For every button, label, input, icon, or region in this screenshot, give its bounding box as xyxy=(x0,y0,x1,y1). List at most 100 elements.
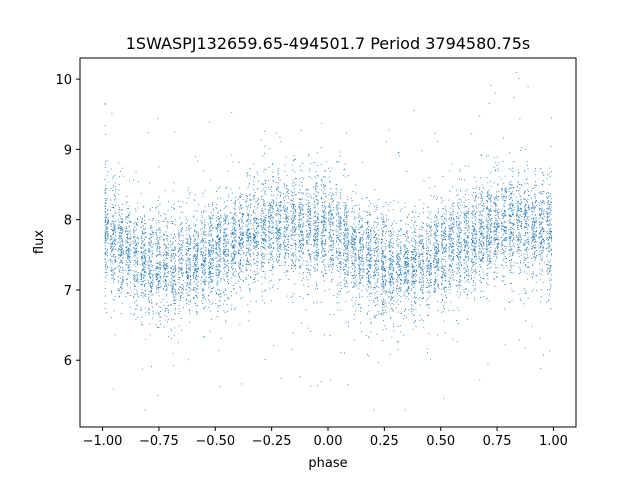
data-point xyxy=(548,215,550,217)
data-point xyxy=(347,325,349,327)
data-point xyxy=(483,237,484,239)
data-point xyxy=(195,279,197,281)
data-point xyxy=(140,248,142,250)
data-point xyxy=(538,192,540,194)
data-point xyxy=(193,265,194,267)
data-point xyxy=(148,308,149,310)
data-point xyxy=(140,251,142,253)
data-point xyxy=(129,261,131,263)
data-point xyxy=(375,234,376,236)
data-point xyxy=(218,237,220,239)
data-point xyxy=(518,233,520,235)
data-point xyxy=(218,294,220,295)
data-point xyxy=(164,259,166,261)
data-point xyxy=(212,258,213,260)
data-point xyxy=(148,245,150,247)
data-point xyxy=(278,232,280,233)
data-point xyxy=(135,275,137,277)
data-point xyxy=(534,187,536,188)
data-point xyxy=(416,269,417,271)
data-point xyxy=(245,254,247,256)
data-point xyxy=(384,271,386,273)
data-point xyxy=(200,267,202,268)
data-point xyxy=(113,185,115,186)
data-point xyxy=(358,204,360,206)
data-point xyxy=(315,199,317,200)
data-point xyxy=(512,251,514,253)
data-point xyxy=(277,244,278,245)
data-point xyxy=(481,232,483,234)
data-point xyxy=(293,242,295,244)
data-point xyxy=(543,174,545,176)
data-point xyxy=(178,251,180,252)
data-point xyxy=(420,235,422,237)
data-point xyxy=(343,232,345,233)
data-point xyxy=(511,233,513,235)
data-point xyxy=(253,180,254,182)
data-point xyxy=(430,284,432,286)
data-point xyxy=(463,271,465,273)
data-point xyxy=(256,227,258,229)
data-point xyxy=(382,250,384,252)
data-point xyxy=(548,243,550,245)
data-point xyxy=(375,305,376,307)
data-point xyxy=(408,286,410,288)
data-point xyxy=(144,269,146,270)
data-point xyxy=(441,261,442,262)
data-point xyxy=(134,256,136,258)
data-point xyxy=(149,268,150,270)
data-point xyxy=(329,265,331,267)
data-point xyxy=(303,217,304,218)
data-point xyxy=(324,201,326,203)
data-point xyxy=(234,229,236,231)
data-point xyxy=(104,211,106,212)
data-point xyxy=(526,222,527,224)
data-point xyxy=(472,236,473,238)
data-point xyxy=(171,267,172,269)
data-point xyxy=(500,242,502,244)
data-point xyxy=(113,248,114,250)
data-point xyxy=(524,216,525,218)
data-point xyxy=(520,221,522,223)
data-point xyxy=(549,221,551,223)
data-point xyxy=(495,208,497,210)
data-point xyxy=(473,234,475,236)
data-point xyxy=(165,238,167,240)
data-point xyxy=(278,210,280,212)
data-point xyxy=(534,196,536,198)
data-point xyxy=(264,192,266,194)
data-point xyxy=(534,222,536,223)
data-point xyxy=(330,209,332,211)
data-point xyxy=(383,265,385,267)
data-point xyxy=(254,274,256,276)
data-point xyxy=(412,280,414,282)
data-point xyxy=(188,283,190,285)
data-point xyxy=(246,234,248,236)
data-point xyxy=(473,280,474,281)
data-point xyxy=(322,206,324,208)
data-point xyxy=(111,267,113,269)
data-point xyxy=(225,218,227,220)
data-point xyxy=(128,247,130,249)
data-point xyxy=(240,196,242,197)
data-point xyxy=(264,145,266,147)
data-point xyxy=(525,265,526,267)
data-point xyxy=(133,247,134,248)
data-point xyxy=(104,103,106,104)
data-point xyxy=(320,221,322,223)
data-point xyxy=(204,280,206,282)
data-point xyxy=(156,256,157,257)
data-point xyxy=(504,284,506,285)
data-point xyxy=(513,262,515,263)
data-point xyxy=(119,225,121,227)
data-point xyxy=(466,217,467,219)
data-point xyxy=(292,228,294,230)
data-point xyxy=(403,273,405,275)
data-point xyxy=(235,235,237,237)
data-point xyxy=(276,182,277,184)
data-point xyxy=(526,165,528,167)
data-point xyxy=(324,266,326,267)
data-point xyxy=(434,234,436,236)
data-point xyxy=(467,266,468,267)
data-point xyxy=(273,247,275,249)
